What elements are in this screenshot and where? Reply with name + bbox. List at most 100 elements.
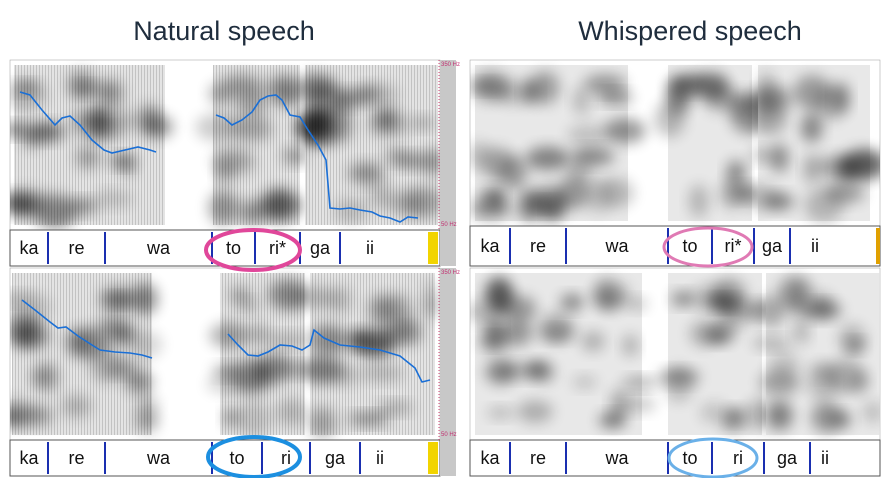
energy	[767, 401, 793, 431]
energy	[264, 188, 292, 221]
syllable: ii	[821, 448, 829, 468]
energy	[101, 287, 137, 312]
syllable: ka	[480, 448, 500, 468]
energy	[581, 331, 606, 351]
energy	[753, 337, 791, 350]
energy	[833, 82, 849, 113]
energy	[424, 279, 440, 310]
syllable: wa	[146, 448, 171, 468]
axis-label: 350 Hz	[441, 62, 460, 68]
energy	[841, 149, 882, 179]
energy	[769, 352, 800, 379]
syllable: re	[530, 236, 546, 256]
syllable: ri	[281, 448, 291, 468]
energy	[139, 104, 159, 133]
axis-label: 50 Hz	[441, 222, 457, 228]
energy	[567, 124, 608, 146]
energy	[597, 178, 634, 208]
energy	[573, 87, 590, 115]
energy	[831, 412, 851, 428]
energy	[137, 395, 158, 423]
energy	[276, 399, 306, 426]
title: Whispered speech	[578, 16, 802, 46]
energy	[700, 402, 729, 423]
energy	[62, 395, 92, 417]
energy	[472, 72, 510, 102]
syllable: ga	[777, 448, 798, 468]
energy	[251, 363, 270, 393]
energy	[826, 183, 864, 203]
cursor	[428, 442, 438, 474]
energy	[526, 147, 570, 170]
energy	[133, 283, 158, 315]
energy	[362, 365, 404, 381]
figure: Natural speech Whispered speech karewato…	[0, 0, 882, 478]
syllable: ka	[480, 236, 500, 256]
energy	[71, 108, 94, 138]
energy	[196, 113, 240, 141]
energy	[99, 80, 118, 103]
energy	[799, 302, 841, 320]
energy	[109, 154, 135, 168]
energy	[742, 184, 779, 210]
energy	[482, 147, 513, 180]
energy	[720, 178, 747, 209]
energy	[706, 329, 730, 345]
energy	[757, 296, 786, 327]
energy	[754, 101, 787, 134]
side-bar	[440, 268, 456, 476]
energy	[484, 278, 512, 312]
energy	[666, 76, 687, 96]
cursor	[876, 228, 880, 264]
energy	[349, 163, 384, 184]
syllable: wa	[604, 236, 629, 256]
energy	[376, 402, 413, 415]
cursor	[428, 232, 438, 264]
energy	[672, 291, 694, 306]
panel: karewatori*gaii350 Hz50 Hz	[0, 60, 460, 266]
energy	[485, 359, 516, 384]
spectrogram	[0, 65, 446, 229]
energy	[533, 363, 555, 383]
energy	[412, 116, 435, 129]
syllable: re	[68, 238, 84, 258]
energy	[223, 409, 239, 426]
energy	[707, 73, 728, 105]
syllable: ka	[19, 238, 39, 258]
syllable: to	[682, 448, 697, 468]
panel: karewatorigaii	[466, 268, 882, 476]
energy	[309, 407, 336, 439]
energy	[479, 327, 509, 354]
energy	[12, 324, 49, 350]
energy	[487, 407, 514, 419]
energy	[560, 294, 584, 311]
energy	[622, 334, 638, 356]
energy	[726, 407, 743, 423]
panel: karewatorigaii350 Hz50 Hz	[0, 268, 460, 476]
spectrogram	[466, 273, 882, 435]
energy	[216, 160, 233, 185]
energy	[488, 189, 505, 207]
spectrogram	[468, 65, 882, 223]
syllable: ii	[376, 448, 384, 468]
energy	[808, 361, 837, 378]
energy	[517, 190, 540, 221]
energy	[1, 123, 29, 137]
energy	[384, 148, 407, 163]
energy	[572, 375, 597, 389]
energy	[94, 191, 133, 207]
axis-label: 350 Hz	[441, 270, 460, 276]
energy	[236, 401, 272, 436]
energy	[689, 184, 709, 217]
energy	[20, 406, 53, 426]
syllable: re	[68, 448, 84, 468]
syllable: wa	[604, 448, 629, 468]
side-bar	[440, 60, 456, 266]
energy	[125, 371, 153, 392]
energy	[626, 297, 647, 310]
energy	[571, 148, 614, 166]
energy	[654, 102, 685, 137]
syllable: to	[682, 236, 697, 256]
syllable: ii	[811, 236, 819, 256]
energy	[368, 111, 411, 137]
